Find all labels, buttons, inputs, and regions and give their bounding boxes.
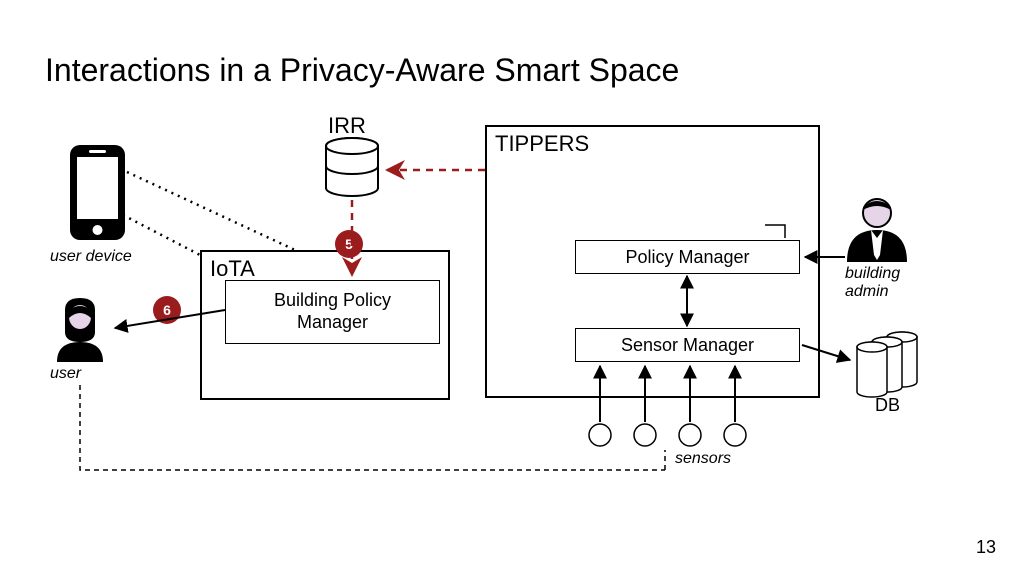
phone-icon — [70, 145, 125, 240]
policy-manager-box: Policy Manager — [575, 240, 800, 274]
edge-phone-iota-1 — [127, 172, 295, 250]
sensor-manager-box: Sensor Manager — [575, 328, 800, 362]
slide-title: Interactions in a Privacy-Aware Smart Sp… — [45, 52, 679, 89]
user-caption: user — [50, 365, 81, 383]
edge-phone-iota-2 — [123, 215, 200, 255]
tippers-label: TIPPERS — [495, 131, 589, 157]
badge-5: 5 — [335, 230, 363, 258]
database-icon — [326, 138, 378, 196]
sensor-manager-label: Sensor Manager — [621, 335, 754, 356]
db-caption: DB — [875, 395, 900, 416]
architecture-diagram: IoTA TIPPERS Building PolicyManager Poli… — [45, 110, 985, 530]
building-policy-manager-box: Building PolicyManager — [225, 280, 440, 344]
admin-icon — [847, 199, 907, 262]
db-stack-icon — [857, 332, 917, 397]
bpm-label: Building PolicyManager — [274, 290, 391, 333]
building-admin-caption: buildingadmin — [845, 265, 900, 302]
policy-manager-label: Policy Manager — [625, 247, 749, 268]
sensors-caption: sensors — [675, 450, 731, 468]
user-device-caption: user device — [50, 248, 132, 266]
irr-label: IRR — [328, 113, 366, 139]
page-number: 13 — [976, 537, 996, 558]
badge-5-text: 5 — [345, 236, 353, 252]
user-icon — [57, 298, 103, 362]
iota-label: IoTA — [210, 256, 255, 282]
sensor-icons — [589, 424, 746, 446]
badge-6-text: 6 — [163, 302, 171, 318]
badge-6: 6 — [153, 296, 181, 324]
